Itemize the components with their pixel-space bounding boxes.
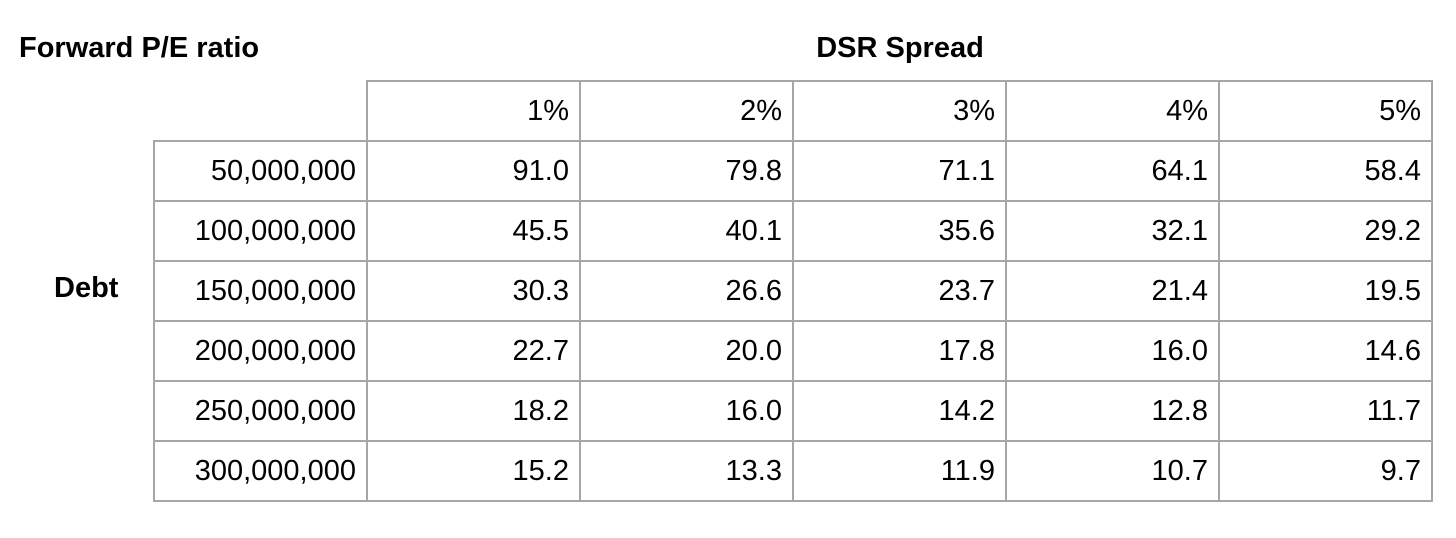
table-cell: 18.2 [366,380,581,442]
column-header-cell: 4% [1005,80,1220,142]
column-header-cell: 3% [792,80,1007,142]
table-cell: 14.2 [792,380,1007,442]
table-cell: 11.9 [792,440,1007,502]
table-cell: 16.0 [1005,320,1220,382]
table-cell: 11.7 [1218,380,1433,442]
table-cell: 15.2 [366,440,581,502]
table-cell: 22.7 [366,320,581,382]
table-title: Forward P/E ratio [19,32,260,64]
table-cell: 40.1 [579,200,794,262]
table-cell: 35.6 [792,200,1007,262]
row-group-header: Debt [54,272,119,304]
table-cell: 10.7 [1005,440,1220,502]
table-cell: 30.3 [366,260,581,322]
row-header-cell: 100,000,000 [153,200,368,262]
table-cell: 32.1 [1005,200,1220,262]
table-cell: 9.7 [1218,440,1433,502]
table-cell: 91.0 [366,140,581,202]
column-header-cell: 2% [579,80,794,142]
table-cell: 17.8 [792,320,1007,382]
table-cell: 26.6 [579,260,794,322]
table-cell: 19.5 [1218,260,1433,322]
table-cell: 13.3 [579,440,794,502]
table-cell: 71.1 [792,140,1007,202]
row-header-cell: 250,000,000 [153,380,368,442]
column-header-cell: 1% [366,80,581,142]
table-cell: 79.8 [579,140,794,202]
table-cell: 16.0 [579,380,794,442]
row-header-cell: 200,000,000 [153,320,368,382]
table-cell: 20.0 [579,320,794,382]
table-cell: 21.4 [1005,260,1220,322]
table-cell: 14.6 [1218,320,1433,382]
table-cell: 12.8 [1005,380,1220,442]
table-cell: 64.1 [1005,140,1220,202]
row-header-cell: 150,000,000 [153,260,368,322]
table-cell: 29.2 [1218,200,1433,262]
table-cell: 23.7 [792,260,1007,322]
column-header-cell: 5% [1218,80,1433,142]
column-group-header: DSR Spread [816,32,984,64]
table-cell: 58.4 [1218,140,1433,202]
row-header-cell: 50,000,000 [153,140,368,202]
table-cell: 45.5 [366,200,581,262]
row-header-cell: 300,000,000 [153,440,368,502]
